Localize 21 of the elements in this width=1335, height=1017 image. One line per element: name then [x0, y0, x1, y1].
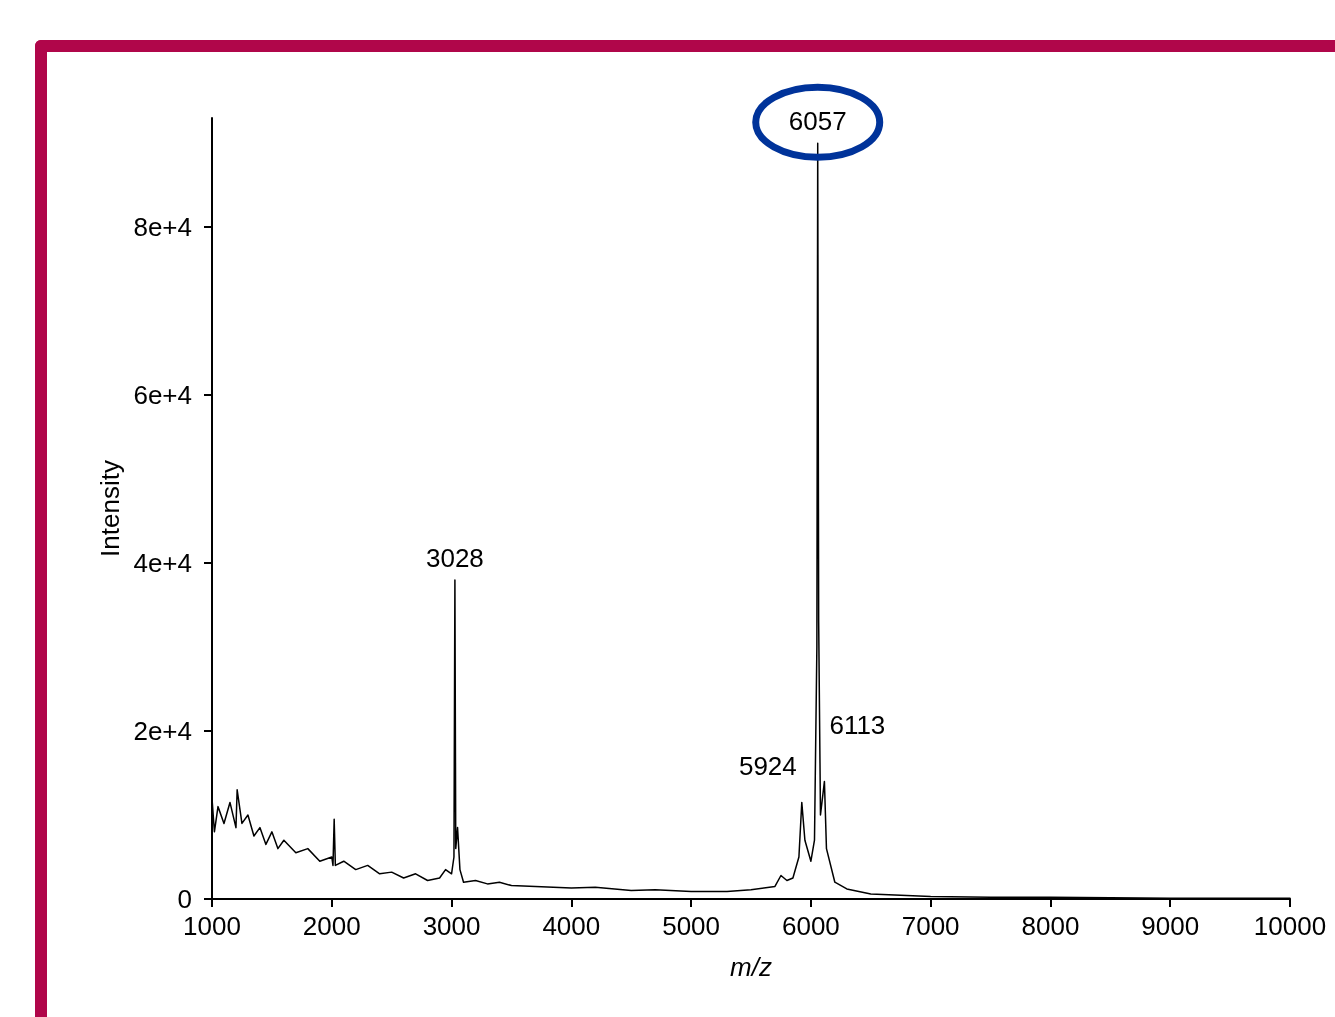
annotation: 6113: [829, 710, 886, 741]
y-tick-label: 6e+4: [133, 380, 192, 411]
x-tick-label: 9000: [1141, 911, 1200, 941]
x-tick-label: 1000: [183, 911, 241, 941]
x-tick-label: 4000: [542, 911, 601, 941]
y-axis-title: Intensity: [94, 460, 125, 557]
y-tick-label: 2e+4: [133, 716, 192, 747]
x-tick-label: 10000: [1253, 911, 1327, 941]
annotation: 5924: [738, 751, 797, 782]
y-tick-label: 4e+4: [133, 548, 192, 579]
x-tick-label: 6000: [781, 911, 840, 941]
x-tick-label: 8000: [1021, 911, 1080, 941]
annotation: 6057: [788, 106, 847, 137]
x-tick-label: 5000: [662, 911, 721, 941]
x-tick-label: 2000: [302, 911, 361, 941]
x-tick-label: 7000: [901, 911, 960, 941]
x-tick-label: 3000: [422, 911, 481, 941]
y-tick-label: 8e+4: [133, 212, 192, 243]
annotation: 3028: [425, 542, 484, 573]
y-tick-label: 0: [177, 884, 192, 914]
x-axis-title: m/z: [730, 952, 772, 982]
